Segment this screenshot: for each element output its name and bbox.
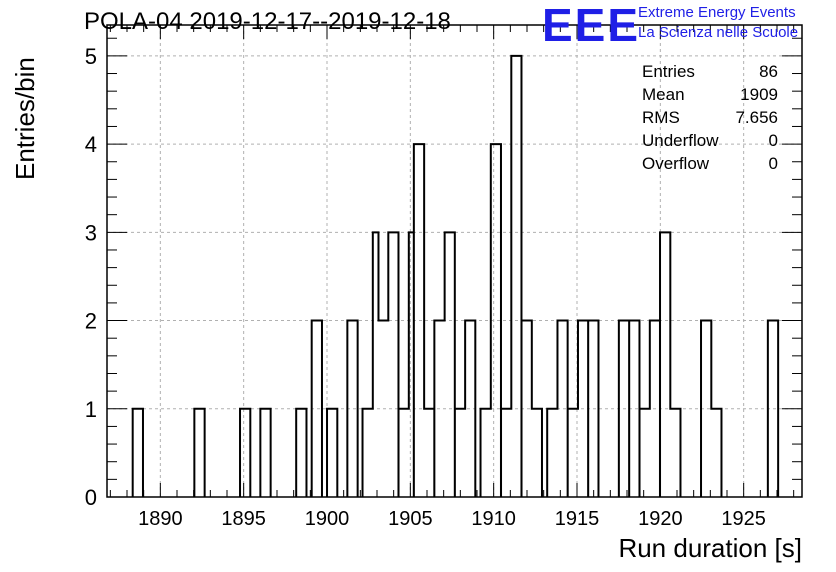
y-tick-label: 5: [85, 44, 97, 69]
x-tick-label: 1890: [138, 508, 183, 530]
histogram-bin: [501, 409, 511, 497]
stats-row-overflow: Overflow 0: [642, 152, 778, 175]
histogram-bin: [194, 409, 204, 497]
histogram-bin: [511, 56, 521, 497]
histogram-bin: [455, 409, 465, 497]
x-tick-label: 1905: [388, 508, 433, 530]
histogram-bin: [711, 409, 721, 497]
stats-label: Mean: [642, 85, 685, 104]
axis-tick-labels: 1890 1895 1900 1905 1910 1915 1920 1925 0 1 2 3 4 5: [85, 44, 766, 530]
stats-label: RMS: [642, 108, 680, 127]
stats-label: Overflow: [642, 154, 710, 173]
stats-label: Underflow: [642, 131, 719, 150]
logo-line-1: Extreme Energy Events: [638, 4, 796, 21]
x-tick-label: 1895: [221, 508, 266, 530]
stats-label: Entries: [642, 62, 695, 81]
y-tick-label: 2: [85, 309, 97, 334]
histogram-bin: [296, 409, 306, 497]
y-axis-label: Entries/bin: [10, 57, 40, 180]
histogram-bin: [327, 409, 337, 497]
stats-value: 86: [759, 62, 778, 81]
stats-row-entries: Entries 86: [642, 60, 778, 83]
stats-row-rms: RMS 7.656: [642, 106, 778, 129]
histogram-bin: [670, 409, 680, 497]
histogram-bin: [568, 409, 578, 497]
histogram-bin: [660, 232, 670, 497]
x-axis-label: Run duration [s]: [618, 533, 802, 563]
y-tick-label: 0: [85, 485, 97, 510]
x-tick-label: 1910: [471, 508, 516, 530]
logo-line-2: La Scienza nelle Scuole: [638, 24, 799, 41]
histogram-bars: [131, 54, 780, 497]
x-tick-label: 1925: [721, 508, 766, 530]
stats-box: Entries 86 Mean 1909 RMS 7.656 Underflow…: [642, 60, 778, 175]
y-tick-label: 4: [85, 132, 97, 157]
stats-value: 0: [768, 131, 778, 150]
x-tick-label: 1920: [638, 508, 683, 530]
y-tick-label: 3: [85, 220, 97, 245]
histogram-bin: [133, 409, 143, 497]
chart-title: POLA-04 2019-12-17--2019-12-18: [84, 8, 451, 35]
stats-value: 1909: [740, 85, 778, 104]
histogram-bin: [532, 409, 542, 497]
histogram-bin: [424, 409, 434, 497]
stats-value: 7.656: [735, 108, 778, 127]
plot-frame: [106, 24, 803, 498]
histogram-outline: [131, 54, 780, 497]
histogram-bin: [260, 409, 270, 497]
histogram-bin: [547, 409, 557, 497]
stats-row-underflow: Underflow 0: [642, 129, 778, 152]
axis-ticks: [107, 25, 802, 498]
x-tick-label: 1915: [555, 508, 600, 530]
histogram-bin: [240, 409, 250, 497]
x-tick-label: 1900: [305, 508, 350, 530]
stats-row-mean: Mean 1909: [642, 83, 778, 106]
histogram-bin: [388, 232, 398, 497]
histogram-bin: [481, 409, 491, 497]
histogram-bin: [445, 232, 455, 497]
y-tick-label: 1: [85, 397, 97, 422]
eee-logo: EEE: [542, 0, 641, 51]
histogram-bin: [399, 409, 409, 497]
stats-value: 0: [768, 154, 778, 173]
histogram-bin: [363, 409, 373, 497]
histogram-bin: [640, 409, 650, 497]
